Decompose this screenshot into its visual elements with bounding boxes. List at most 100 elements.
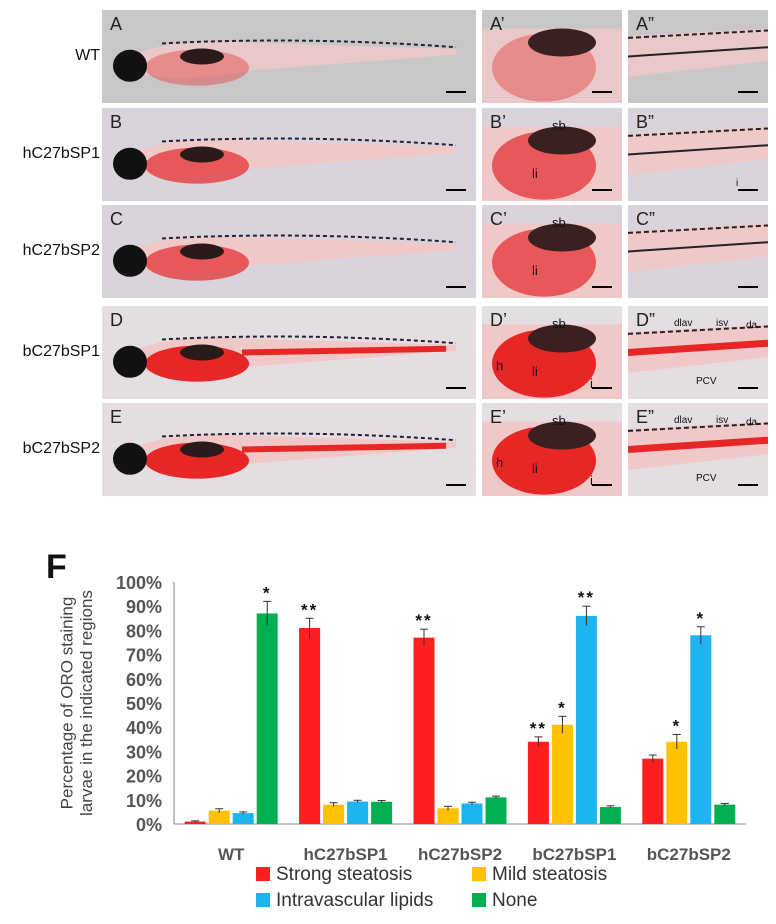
significance-marker: * <box>558 698 567 717</box>
scale-bar <box>592 387 612 389</box>
anatomy-annotation: li <box>532 166 538 181</box>
y-tick-label: 30% <box>126 742 162 762</box>
anatomy-annotation: i <box>736 178 739 189</box>
scale-bar <box>592 286 612 288</box>
y-axis-label: Percentage of ORO staininglarvae in the … <box>58 590 97 816</box>
micrograph-panel: D’ sb h li i <box>482 306 622 399</box>
significance-marker: * <box>263 583 272 602</box>
y-tick-label: 40% <box>126 718 162 738</box>
significance-marker: ** <box>578 588 595 607</box>
x-tick-label: hC27bSP2 <box>418 845 502 864</box>
larva-image <box>482 421 622 496</box>
larva-image <box>628 223 768 272</box>
larva-image <box>482 223 622 298</box>
bar <box>347 801 369 824</box>
bar <box>642 758 664 824</box>
anatomy-annotation: i <box>590 376 593 391</box>
larva-image <box>113 432 457 479</box>
significance-marker: * <box>696 609 705 628</box>
larva-image <box>482 28 622 103</box>
micrograph-panel: B’ sb li <box>482 108 622 201</box>
legend-label: Intravascular lipids <box>276 890 433 911</box>
legend-swatch <box>256 893 270 907</box>
anatomy-annotation: PCV <box>696 376 717 387</box>
panel-letter: A” <box>636 14 654 34</box>
y-tick-label: 0% <box>136 815 162 835</box>
scale-bar <box>446 189 466 191</box>
panel-letter: E <box>110 407 123 427</box>
row-label: hC27bSP2 <box>22 241 100 259</box>
micrograph-panel: C” <box>628 205 768 298</box>
anatomy-annotation: PCV <box>696 473 717 484</box>
micrograph-panel: B” i <box>628 108 768 201</box>
scale-bar <box>592 189 612 191</box>
scale-bar <box>738 189 758 191</box>
panel-letter: B’ <box>490 112 507 132</box>
larva-image <box>482 324 622 399</box>
bar <box>413 637 435 824</box>
scale-bar <box>446 286 466 288</box>
anatomy-annotation: sb <box>552 118 566 133</box>
panel-letter: E” <box>636 407 654 427</box>
panel-letter: A <box>110 14 123 34</box>
anatomy-annotation: li <box>532 263 538 278</box>
legend-swatch <box>256 867 270 881</box>
anatomy-annotation: isv <box>716 318 729 329</box>
larva-image <box>628 126 768 175</box>
y-tick-label: 90% <box>126 597 162 617</box>
micrograph-panel: A <box>102 10 476 103</box>
micrograph-panel: D <box>102 306 476 399</box>
micrograph-panel: A” <box>628 10 768 103</box>
micrograph-panel: D” dlav isv da PCV <box>628 306 768 399</box>
panel-letter: D” <box>636 310 655 330</box>
micrograph-panel: E” dlav isv da PCV <box>628 403 768 496</box>
panel-letter: C’ <box>490 209 507 229</box>
anatomy-annotation: da <box>746 417 758 428</box>
legend-label: None <box>492 890 537 911</box>
bar <box>714 804 736 824</box>
bar <box>184 821 206 824</box>
y-tick-label: 20% <box>126 767 162 787</box>
bar <box>299 627 321 824</box>
legend-swatch <box>472 893 486 907</box>
panel-letter: C <box>110 209 123 229</box>
significance-marker: ** <box>530 719 547 738</box>
x-tick-label: WT <box>218 845 245 864</box>
micrograph-panel: B <box>102 108 476 201</box>
larva-image <box>628 28 768 77</box>
scale-bar <box>446 484 466 486</box>
y-tick-label: 80% <box>126 621 162 641</box>
row-label: bC27bSP2 <box>22 439 100 457</box>
bar <box>461 803 483 824</box>
larva-image <box>113 39 457 86</box>
micrograph-panel: E <box>102 403 476 496</box>
bar-chart: 0% 10% 20% 30% 40% 50% 60% 70% 80% 90% 100% Percent… <box>58 573 746 911</box>
bar <box>599 807 621 824</box>
larva-image <box>482 126 622 201</box>
x-tick-label: bC27bSP2 <box>647 845 731 864</box>
larva-image <box>628 324 768 373</box>
y-tick-label: 70% <box>126 646 162 666</box>
bar <box>371 801 393 824</box>
anatomy-annotation: dlav <box>674 318 693 329</box>
micrograph-panel: C’ sb li <box>482 205 622 298</box>
panel-letter: B” <box>636 112 654 132</box>
bar <box>551 724 573 824</box>
bar <box>527 741 549 824</box>
x-tick-label: bC27bSP1 <box>532 845 616 864</box>
larva-image <box>113 234 457 281</box>
legend-swatch <box>472 867 486 881</box>
micrograph-panel: A’ <box>482 10 622 103</box>
panel-f-letter: F <box>46 548 67 586</box>
scale-bar <box>738 484 758 486</box>
anatomy-annotation: li <box>532 364 538 379</box>
bar <box>208 810 230 824</box>
scale-bar <box>738 387 758 389</box>
anatomy-annotation: sb <box>552 215 566 230</box>
micrograph-panel: E’ sb h li i <box>482 403 622 496</box>
panel-letter: C” <box>636 209 655 229</box>
scale-bar <box>446 91 466 93</box>
scale-bar <box>738 91 758 93</box>
y-tick-label: 60% <box>126 670 162 690</box>
